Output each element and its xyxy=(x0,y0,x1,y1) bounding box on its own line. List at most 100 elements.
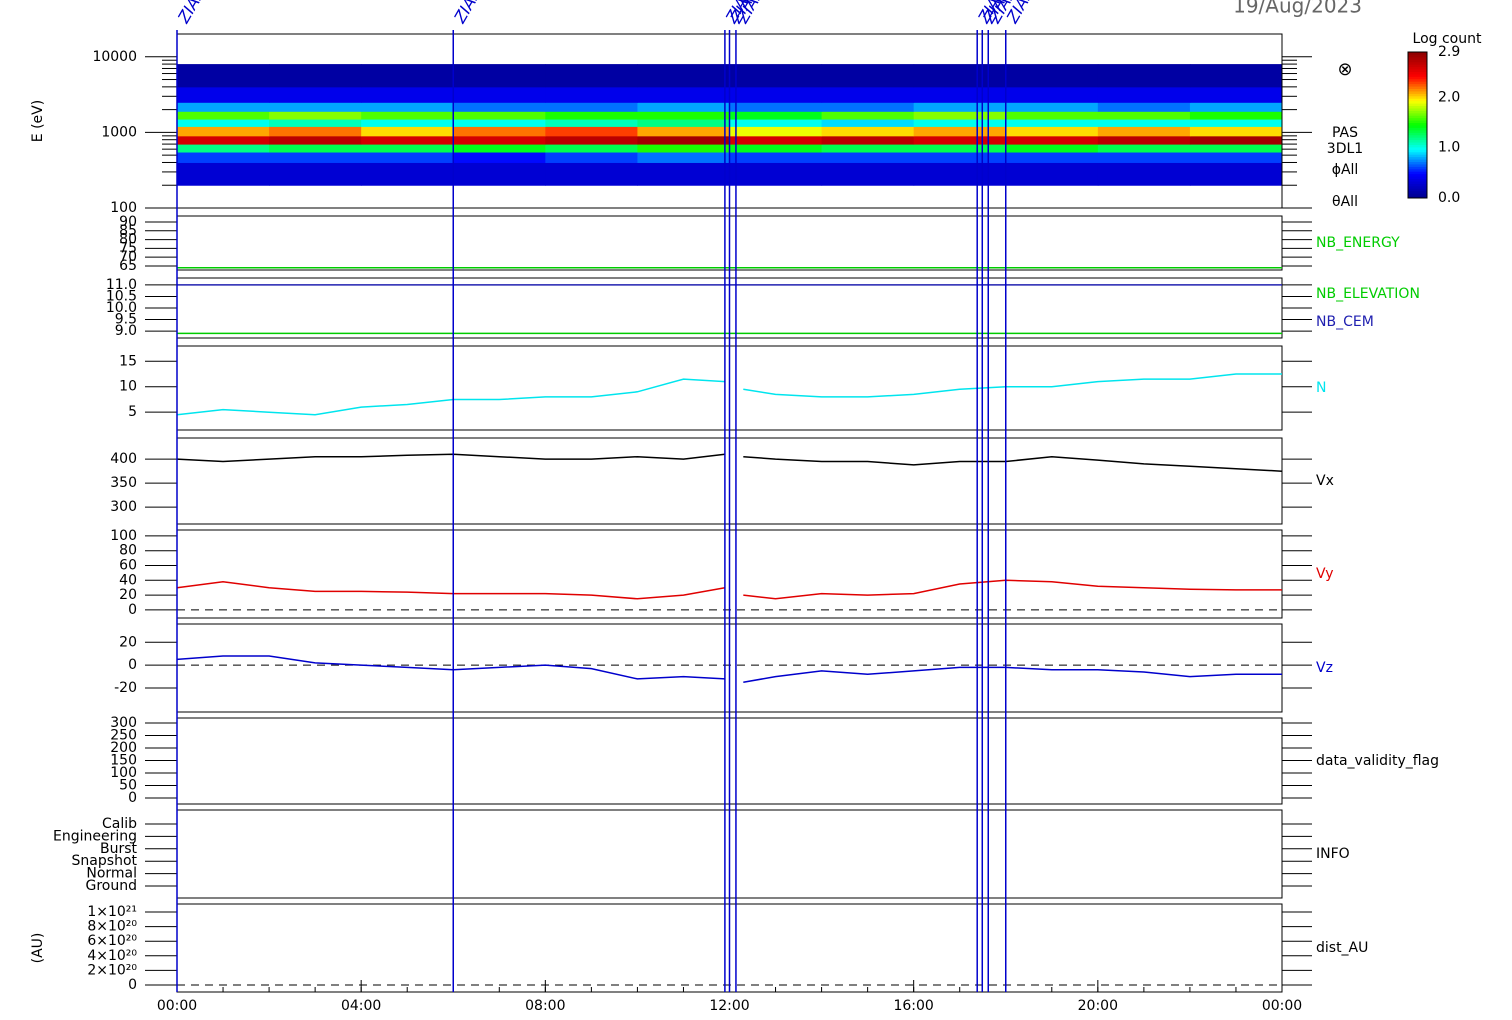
colorbar-step xyxy=(1408,185,1427,189)
heatmap-cell xyxy=(545,162,638,186)
y-tick-label: 9.0 xyxy=(115,323,137,339)
x-tick-label: 00:00 xyxy=(1262,998,1302,1014)
heatmap-cell xyxy=(453,102,546,112)
heatmap-cell xyxy=(545,119,638,127)
annotation: θAll xyxy=(1332,194,1358,210)
colorbar-step xyxy=(1408,180,1427,184)
y-tick-label: 0 xyxy=(128,977,137,993)
y-tick-label: 15 xyxy=(119,353,137,369)
heatmap-cell xyxy=(637,126,730,137)
series-label: NB_CEM xyxy=(1316,314,1374,330)
heatmap-cell xyxy=(177,86,270,103)
heatmap-cell xyxy=(729,111,823,120)
heatmap-cell xyxy=(269,119,362,127)
y-tick-label: 100 xyxy=(110,765,137,781)
colorbar-step xyxy=(1408,156,1427,160)
y-tick-label: 10.0 xyxy=(106,300,137,316)
y-tick-label: 5 xyxy=(128,404,137,420)
heatmap-cell xyxy=(361,126,454,137)
heatmap-cell xyxy=(913,86,1007,103)
heatmap-cell xyxy=(913,119,1007,127)
colorbar-tick-label: 2.9 xyxy=(1438,44,1460,60)
y-tick-label: 50 xyxy=(119,778,137,794)
heatmap-cell xyxy=(1189,152,1283,163)
x-tick-label: 20:00 xyxy=(1078,998,1118,1014)
colorbar-step xyxy=(1408,122,1427,126)
heatmap-cell xyxy=(361,111,454,120)
heatmap-cell xyxy=(1005,162,1099,186)
heatmap-cell xyxy=(729,162,823,186)
y-tick-label: 1×10²¹ xyxy=(87,904,137,920)
heatmap-cell xyxy=(913,135,1007,145)
annotation: ϕAll xyxy=(1332,162,1359,178)
y-tick-label: 0 xyxy=(128,602,137,618)
colorbar-step xyxy=(1408,171,1427,175)
colorbar-step xyxy=(1408,69,1427,72)
heatmap-cell xyxy=(1189,162,1283,186)
heatmap-cell xyxy=(453,64,546,88)
y-tick-label: 100 xyxy=(110,200,137,216)
colorbar-step xyxy=(1408,90,1427,94)
heatmap-cell xyxy=(729,144,823,153)
heatmap-cell xyxy=(361,102,454,112)
y-category-label: Engineering xyxy=(53,828,137,844)
colorbar-step xyxy=(1408,105,1427,109)
x-tick-label: 04:00 xyxy=(341,998,381,1014)
heatmap-cell xyxy=(1005,86,1099,103)
y-tick-label: 250 xyxy=(110,728,137,744)
heatmap-cell xyxy=(1005,102,1099,112)
heatmap-cell xyxy=(1097,102,1191,112)
annotation: PAS xyxy=(1332,125,1358,141)
colorbar-step xyxy=(1408,159,1427,162)
heatmap-cell xyxy=(1005,119,1099,127)
colorbar-step xyxy=(1408,98,1427,102)
colorbar-step xyxy=(1408,149,1427,153)
heatmap-cell xyxy=(545,135,638,145)
y-tick-label: 200 xyxy=(110,740,137,756)
heatmap-cell xyxy=(177,135,270,145)
heatmap-cell xyxy=(1005,152,1099,163)
panel-label: data_validity_flag xyxy=(1316,753,1439,769)
y-tick-label: 6×10²⁰ xyxy=(87,933,137,949)
heatmap-cell xyxy=(1189,111,1283,120)
time-marker-label: ZIAS xyxy=(173,0,208,27)
colorbar-step xyxy=(1408,132,1427,136)
y-tick-label: -20 xyxy=(114,680,137,696)
y-tick-label: 40 xyxy=(119,572,137,588)
heatmap-cell xyxy=(637,119,730,127)
heatmap-cell xyxy=(821,86,915,103)
y-tick-label: 400 xyxy=(110,451,137,467)
heatmap-cell xyxy=(821,64,915,88)
heatmap-cell xyxy=(545,86,638,103)
colorbar-step xyxy=(1408,154,1427,158)
colorbar-step xyxy=(1408,120,1427,124)
heatmap-cell xyxy=(729,86,823,103)
heatmap-cell xyxy=(821,111,915,120)
heatmap-cell xyxy=(453,119,546,127)
colorbar-step xyxy=(1408,144,1427,148)
y-tick-label: 80 xyxy=(119,543,137,559)
colorbar-step xyxy=(1408,100,1427,104)
y-tick-label: 70 xyxy=(119,249,137,265)
heatmap-cell xyxy=(1005,64,1099,88)
heatmap-cell xyxy=(361,135,454,145)
heatmap-cell xyxy=(177,119,270,127)
heatmap-cell xyxy=(1005,111,1099,120)
heatmap-cell xyxy=(1189,144,1283,153)
heatmap-cell xyxy=(361,86,454,103)
heatmap-cell xyxy=(1097,64,1191,88)
series-label: Vx xyxy=(1316,473,1334,489)
colorbar-step xyxy=(1408,107,1427,111)
heatmap-cell xyxy=(729,152,823,163)
colorbar-step xyxy=(1408,112,1427,116)
y-tick-label: 75 xyxy=(119,240,137,256)
y-tick-label: 8×10²⁰ xyxy=(87,919,137,935)
colorbar-tick-label: 2.0 xyxy=(1438,89,1460,105)
heatmap-cell xyxy=(1097,135,1191,145)
colorbar-step xyxy=(1408,52,1427,55)
heatmap-cell xyxy=(1097,111,1191,120)
colorbar-tick-label: 0.0 xyxy=(1438,190,1460,206)
y-tick-label: 350 xyxy=(110,475,137,491)
heatmap-cell xyxy=(729,102,823,112)
colorbar-step xyxy=(1408,66,1427,70)
